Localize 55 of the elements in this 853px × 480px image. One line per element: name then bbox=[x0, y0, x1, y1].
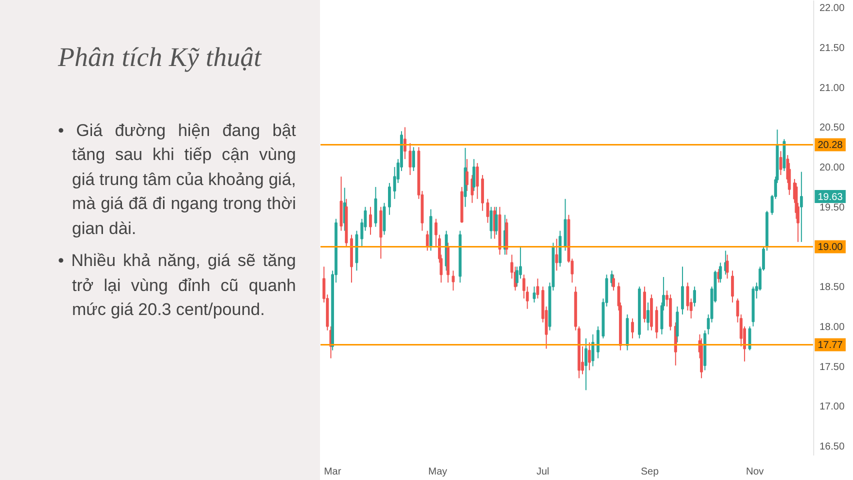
candlestick bbox=[596, 326, 600, 359]
candlestick bbox=[408, 142, 412, 176]
ref-line-label: 19.00 bbox=[818, 242, 844, 254]
y-tick-label: 17.00 bbox=[820, 402, 845, 413]
x-tick-label: May bbox=[428, 466, 448, 478]
candlestick bbox=[388, 182, 391, 216]
y-tick-label: 19.50 bbox=[820, 202, 845, 214]
candlestick bbox=[676, 306, 679, 343]
candlestick bbox=[726, 254, 729, 280]
candlestick bbox=[452, 270, 455, 292]
x-tick-label: Jul bbox=[536, 466, 550, 478]
text: • Giá đường hiện đang bật tăng sau khi tiếp cận vùng giá trung tâm của khoảng giá, mà giá đã đi ngang trong thời gian dài. bbox=[58, 120, 296, 240]
y-tick-label: 16.50 bbox=[820, 441, 845, 452]
candlestick bbox=[536, 278, 540, 300]
candlestick bbox=[681, 266, 684, 315]
candlestick bbox=[584, 338, 588, 391]
y-tick-label: 20.00 bbox=[820, 162, 845, 174]
candlestick bbox=[588, 342, 591, 371]
candlestick bbox=[532, 286, 536, 304]
x-tick-label: Sep bbox=[640, 466, 660, 478]
y-tick-label: 17.50 bbox=[820, 362, 845, 373]
candlestick bbox=[731, 270, 734, 304]
candlestick bbox=[800, 171, 803, 242]
candlestick bbox=[472, 158, 476, 192]
candlestick bbox=[404, 126, 406, 160]
candlestick bbox=[412, 146, 416, 172]
candlestick bbox=[369, 206, 372, 236]
text: • Nhiều khả năng, giá sẽ tăng trở lại vùng đỉnh cũ quanh mức giá 20.3 cent/pound. bbox=[58, 250, 296, 322]
candlestick bbox=[476, 162, 479, 200]
candlestick bbox=[646, 302, 650, 331]
candlestick bbox=[612, 274, 615, 292]
candlestick bbox=[426, 230, 429, 252]
candlestick bbox=[718, 262, 722, 284]
ref-line-label: 17.77 bbox=[818, 340, 844, 352]
ref-line-label: 20.28 bbox=[818, 140, 844, 152]
candlestick bbox=[631, 318, 634, 339]
y-tick-label: 21.50 bbox=[820, 43, 845, 54]
candlestick bbox=[655, 306, 658, 339]
x-tick-label: Nov bbox=[746, 466, 764, 478]
y-tick-label: 18.50 bbox=[820, 282, 845, 294]
candlestick bbox=[374, 186, 378, 228]
x-tick-label: Mar bbox=[324, 466, 342, 478]
candlestick bbox=[481, 174, 484, 212]
text: Phân tích Kỹ thuật bbox=[58, 41, 263, 74]
y-tick-label: 22.00 bbox=[820, 3, 845, 14]
text: 19.63 bbox=[818, 192, 844, 204]
candlestick bbox=[591, 334, 594, 367]
candlestick bbox=[555, 238, 558, 272]
candlestick bbox=[494, 206, 498, 236]
candlestick bbox=[490, 206, 493, 240]
candlestick bbox=[466, 158, 468, 192]
y-tick-label: 20.50 bbox=[820, 122, 845, 134]
y-tick-label: 21.00 bbox=[820, 82, 845, 94]
y-tick-label: 18.00 bbox=[820, 322, 845, 333]
candlestick bbox=[693, 286, 696, 307]
